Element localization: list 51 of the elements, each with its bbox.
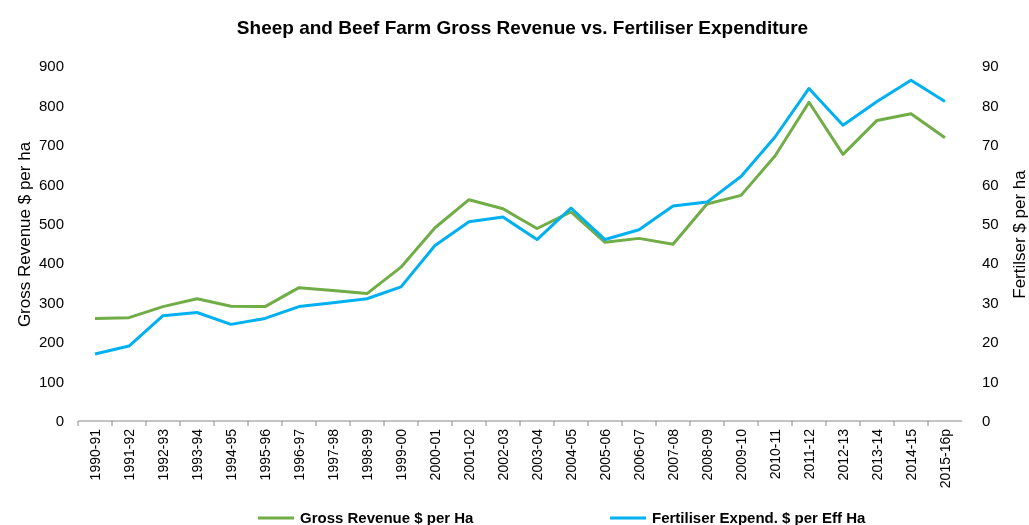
y2-tick-label: 30	[982, 293, 999, 311]
x-tick-label: 2013-14	[868, 428, 885, 481]
y-tick-label: 600	[38, 175, 64, 193]
x-tick-label: 2012-13	[834, 428, 851, 481]
y2-tick-label: 0	[982, 412, 991, 430]
x-tick-label: 2010-11	[766, 428, 783, 480]
x-tick-label: 2003-04	[528, 428, 545, 481]
y-tick-label: 200	[38, 333, 64, 351]
x-tick-label: 1994-95	[222, 428, 239, 481]
y2-tick-label: 40	[982, 254, 999, 272]
y-tick-label: 900	[38, 57, 64, 75]
x-tick-label: 1996-97	[290, 428, 307, 481]
y2-tick-label: 90	[982, 57, 999, 75]
y2-tick-label: 70	[982, 136, 999, 154]
x-tick-label: 2006-07	[630, 428, 647, 481]
x-tick-label: 1999-00	[392, 428, 409, 481]
y2-tick-label: 80	[982, 96, 999, 114]
line-series	[93, 78, 947, 356]
y-tick-label: 300	[38, 293, 64, 311]
x-tick-label: 2009-10	[732, 428, 749, 481]
chart-title: Sheep and Beef Farm Gross Revenue vs. Fertiliser Expenditure	[236, 17, 809, 38]
x-tick-label: 2011-12	[800, 428, 817, 480]
y-axis-title: Gross Revenue $ per ha	[15, 141, 34, 328]
x-tick-label: 2007-08	[664, 428, 681, 481]
x-tick-label: 2005-06	[596, 428, 613, 481]
x-tick-label: 1993-94	[188, 428, 205, 481]
y2-tick-label: 60	[982, 175, 999, 193]
x-tick-label: 2000-01	[426, 428, 443, 481]
x-tick-label: 2002-03	[494, 428, 511, 481]
y2-tick-label: 50	[982, 215, 999, 233]
y-tick-label: 700	[38, 136, 64, 154]
x-tick-label: 1997-98	[324, 428, 341, 481]
y-tick-label: 0	[55, 412, 64, 430]
x-tick-label: 1992-93	[154, 428, 171, 481]
y-tick-label: 800	[38, 96, 64, 114]
x-tick-label: 1991-92	[120, 428, 137, 481]
y2-axis-title: Fertilser $ per ha	[1010, 169, 1029, 299]
y-tick-label: 500	[38, 215, 64, 233]
x-tick-label: 2015-16p	[936, 428, 953, 489]
x-tick-label: 1998-99	[358, 428, 375, 481]
y2-tick-label: 20	[982, 333, 999, 351]
x-tick-label: 1990-91	[86, 428, 103, 481]
x-tick-label: 2008-09	[698, 428, 715, 481]
x-tick-label: 1995-96	[256, 428, 273, 481]
x-tick-label: 2014-15	[902, 428, 919, 481]
line-series	[93, 100, 947, 320]
y-tick-label: 400	[38, 254, 64, 272]
y-tick-label: 100	[38, 372, 64, 390]
y2-tick-label: 10	[982, 372, 999, 390]
x-tick-label: 2001-02	[460, 428, 477, 481]
x-tick-label: 2004-05	[562, 428, 579, 481]
